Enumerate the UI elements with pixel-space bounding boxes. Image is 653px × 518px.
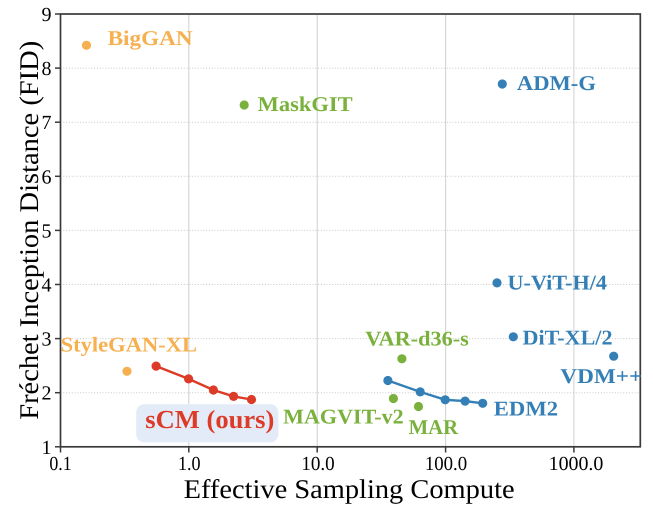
svg-text:ADM-G: ADM-G <box>517 71 596 95</box>
svg-text:10.0: 10.0 <box>301 453 334 475</box>
svg-text:VAR-d36-s: VAR-d36-s <box>365 327 469 351</box>
svg-text:3: 3 <box>42 329 52 351</box>
svg-text:7: 7 <box>42 112 52 134</box>
svg-text:sCM (ours): sCM (ours) <box>145 405 274 434</box>
svg-text:EDM2: EDM2 <box>494 396 558 420</box>
svg-text:1000.0: 1000.0 <box>549 453 604 475</box>
svg-text:StyleGAN-XL: StyleGAN-XL <box>61 333 198 357</box>
svg-text:9: 9 <box>42 4 52 26</box>
svg-text:1.0: 1.0 <box>178 453 201 475</box>
svg-text:MAGVIT-v2: MAGVIT-v2 <box>283 405 404 429</box>
svg-text:VDM++: VDM++ <box>560 364 642 388</box>
svg-text:DiT-XL/2: DiT-XL/2 <box>523 325 613 349</box>
svg-text:2: 2 <box>42 383 52 405</box>
svg-text:Fréchet Inception Distance (FI: Fréchet Inception Distance (FID) <box>14 41 44 420</box>
svg-text:6: 6 <box>42 166 52 188</box>
svg-text:4: 4 <box>42 275 52 297</box>
svg-text:100.0: 100.0 <box>425 453 467 475</box>
svg-text:MaskGIT: MaskGIT <box>258 92 353 116</box>
svg-text:8: 8 <box>42 58 52 80</box>
svg-text:5: 5 <box>42 220 52 242</box>
svg-text:MAR: MAR <box>409 415 459 439</box>
svg-text:0.1: 0.1 <box>49 453 71 475</box>
svg-text:U-ViT-H/4: U-ViT-H/4 <box>508 271 608 295</box>
svg-text:1: 1 <box>42 437 52 459</box>
svg-text:BigGAN: BigGAN <box>108 26 193 50</box>
svg-text:Effective Sampling Compute: Effective Sampling Compute <box>184 474 515 504</box>
